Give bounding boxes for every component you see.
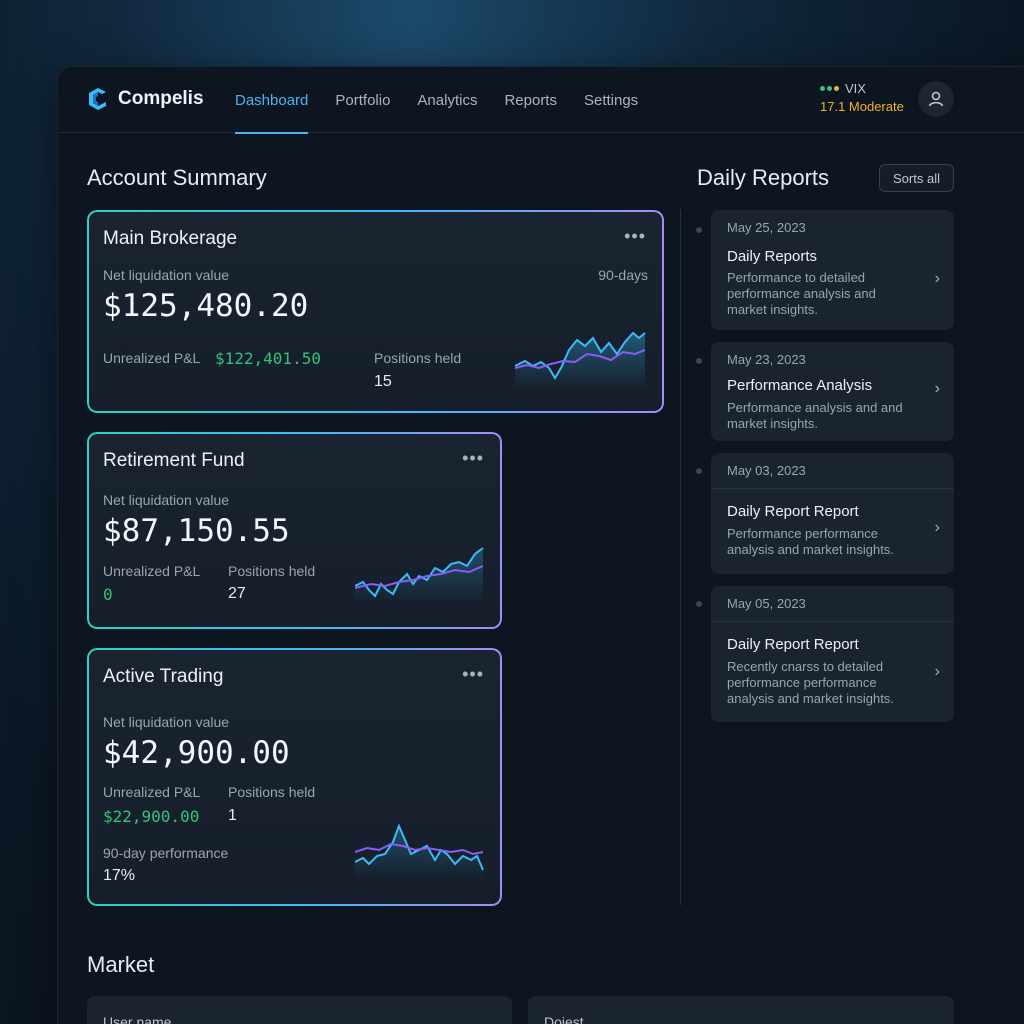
pnl-value: $122,401.50 (215, 349, 321, 368)
timeline-dot (696, 358, 702, 364)
account-name: Retirement Fund (103, 450, 245, 471)
positions-value: 15 (374, 373, 392, 390)
account-summary-title: Account Summary (87, 165, 267, 190)
nlv-label: Net liquidation value (103, 714, 230, 730)
more-horizontal-icon[interactable]: ••• (462, 664, 484, 684)
report-date: May 03, 2023 (727, 463, 806, 478)
user-icon (928, 91, 944, 107)
brand-logo[interactable]: Compelis (86, 87, 204, 111)
nav-reports[interactable]: Reports (504, 91, 557, 109)
compelis-logo-icon (89, 88, 106, 110)
report-description: Performance analysis and and market insi… (727, 400, 903, 431)
account-name: Active Trading (103, 666, 224, 687)
pnl-label: Unrealized P&L (103, 350, 201, 366)
positions-label: Positions held (374, 350, 462, 366)
chevron-right-icon[interactable]: › (934, 380, 940, 397)
report-timeline (680, 209, 681, 905)
report-description: Performance to detailed performance anal… (727, 270, 876, 317)
report-description: Performance performance analysis and mar… (727, 526, 894, 557)
sparkline-chart (355, 823, 484, 880)
sort-all-button[interactable]: Sorts all (879, 164, 954, 192)
report-card[interactable]: May 03, 2023 Daily Report Report Perform… (711, 453, 954, 574)
more-horizontal-icon[interactable]: ••• (624, 226, 646, 246)
vix-status-dots (820, 86, 839, 91)
pnl-label: Unrealized P&L (103, 563, 201, 579)
positions-label: Positions held (228, 784, 316, 800)
report-date: May 23, 2023 (727, 352, 806, 367)
top-header: Compelis Dashboard Portfolio Analytics R… (58, 67, 1024, 134)
positions-value: 27 (228, 585, 246, 602)
report-card[interactable]: May 25, 2023 Daily Reports Performance t… (711, 210, 954, 330)
pnl-label: Unrealized P&L (103, 784, 201, 800)
report-divider (711, 621, 954, 622)
report-divider (711, 488, 954, 489)
market-title: Market (87, 952, 155, 977)
report-date: May 05, 2023 (727, 596, 806, 611)
daily-reports-title: Daily Reports (697, 165, 830, 190)
nav-settings[interactable]: Settings (583, 91, 639, 109)
report-title: Daily Reports (727, 248, 818, 265)
performance-label: 90-day performance (103, 845, 229, 861)
account-card-main-brokerage[interactable]: Main Brokerage ••• Net liquidation value… (87, 210, 664, 413)
chevron-right-icon[interactable]: › (934, 519, 940, 536)
vix-label: VIX (845, 81, 866, 96)
brand-name: Compelis (118, 88, 204, 109)
vix-value: 17.1 Moderate (820, 99, 904, 114)
timeline-dot (696, 227, 702, 233)
nlv-value: $42,900.00 (103, 735, 290, 771)
report-title: Daily Report Report (727, 636, 859, 653)
report-card[interactable]: May 23, 2023 Performance Analysis Perfor… (711, 342, 954, 441)
pnl-value: 0 (103, 585, 113, 604)
nav-portfolio[interactable]: Portfolio (335, 91, 391, 109)
nlv-value: $87,150.55 (103, 513, 290, 549)
chevron-right-icon[interactable]: › (934, 270, 940, 287)
report-title: Performance Analysis (727, 377, 873, 394)
period-label[interactable]: 90-days (598, 267, 648, 283)
market-card-label: User name (103, 1014, 172, 1024)
main-nav: Dashboard Portfolio Analytics Reports Se… (235, 67, 665, 134)
nlv-label: Net liquidation value (103, 492, 230, 508)
user-avatar[interactable] (918, 81, 954, 117)
report-date: May 25, 2023 (727, 220, 806, 235)
market-card[interactable]: Dojest (528, 996, 954, 1024)
market-card[interactable]: User name (87, 996, 512, 1024)
timeline-dot (696, 601, 702, 607)
nav-dashboard[interactable]: Dashboard (235, 67, 309, 134)
account-name: Main Brokerage (103, 228, 238, 249)
account-card-retirement-fund[interactable]: Retirement Fund ••• Net liquidation valu… (87, 432, 502, 629)
report-description: Recently cnarss to detailed performance … (727, 659, 894, 706)
vix-indicator: VIX 17.1 Moderate (820, 81, 904, 114)
report-card[interactable]: May 05, 2023 Daily Report Report Recentl… (711, 586, 954, 722)
sparkline-chart (355, 547, 484, 604)
positions-value: 1 (228, 807, 237, 824)
nav-analytics[interactable]: Analytics (417, 91, 478, 109)
chevron-right-icon[interactable]: › (934, 663, 940, 680)
sparkline-chart (515, 331, 646, 390)
app-window: Compelis Dashboard Portfolio Analytics R… (57, 66, 1024, 1024)
nlv-label: Net liquidation value (103, 267, 230, 283)
positions-label: Positions held (228, 563, 316, 579)
timeline-dot (696, 468, 702, 474)
pnl-value: $22,900.00 (103, 807, 200, 826)
nlv-value: $125,480.20 (103, 288, 309, 324)
account-card-active-trading[interactable]: Active Trading ••• Net liquidation value… (87, 648, 502, 906)
performance-value: 17% (103, 867, 136, 884)
report-title: Daily Report Report (727, 503, 859, 520)
more-horizontal-icon[interactable]: ••• (462, 448, 484, 468)
market-card-label: Dojest (544, 1014, 584, 1024)
